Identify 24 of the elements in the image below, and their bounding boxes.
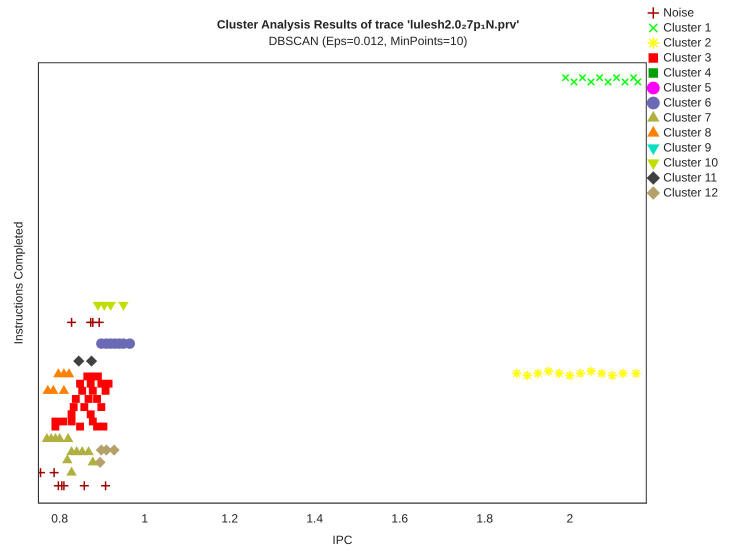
x-tick-label: 1.6: [391, 512, 408, 526]
x-tick-label: 0.8: [51, 512, 68, 526]
x-tick-label: 2: [566, 512, 574, 526]
x-tick-label: 1.4: [306, 512, 324, 526]
legend-label: Cluster 3: [663, 50, 712, 64]
x-axis-title: IPC: [332, 533, 353, 548]
legend-label: Cluster 12: [663, 185, 718, 200]
legend-label: Cluster 7: [663, 110, 712, 124]
legend-label: Cluster 11: [663, 170, 718, 184]
y-axis-title: Instructions Completed: [12, 222, 26, 344]
x-tick-label: 1.8: [476, 512, 494, 526]
x-tick-label: 1.2: [221, 512, 238, 526]
legend-label: Cluster 1: [663, 20, 712, 34]
chart-title: Cluster Analysis Results of trace 'lulesh2.0₂7p₁N.prv': [216, 18, 520, 32]
x-tick-label: 1: [141, 512, 148, 526]
legend-label: Cluster 9: [663, 140, 712, 154]
legend-label: Cluster 6: [663, 95, 712, 110]
legend-label: Cluster 4: [663, 65, 712, 80]
legend-label: Cluster 2: [663, 35, 712, 50]
chart-subtitle: DBSCAN (Eps=0.012, MinPoints=10): [268, 34, 468, 48]
legend-label: Cluster 10: [663, 155, 718, 170]
legend-label: Noise: [663, 5, 694, 20]
legend-label: Cluster 8: [663, 125, 712, 140]
legend-label: Cluster 5: [663, 80, 712, 94]
